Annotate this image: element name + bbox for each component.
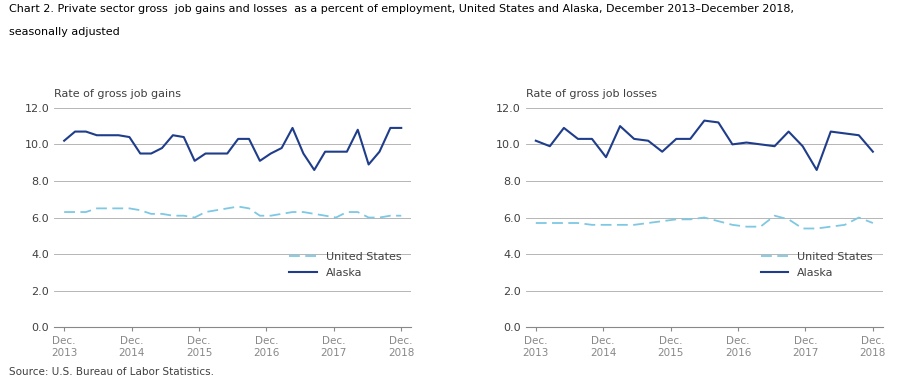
Text: Source: U.S. Bureau of Labor Statistics.: Source: U.S. Bureau of Labor Statistics.: [9, 367, 214, 377]
Text: Rate of gross job gains: Rate of gross job gains: [54, 89, 181, 99]
Text: seasonally adjusted: seasonally adjusted: [9, 27, 120, 37]
Text: Rate of gross job losses: Rate of gross job losses: [525, 89, 657, 99]
Legend: United States, Alaska: United States, Alaska: [756, 248, 878, 282]
Legend: United States, Alaska: United States, Alaska: [285, 248, 405, 282]
Text: Chart 2. Private sector gross  job gains and losses  as a percent of employment,: Chart 2. Private sector gross job gains …: [9, 4, 794, 14]
